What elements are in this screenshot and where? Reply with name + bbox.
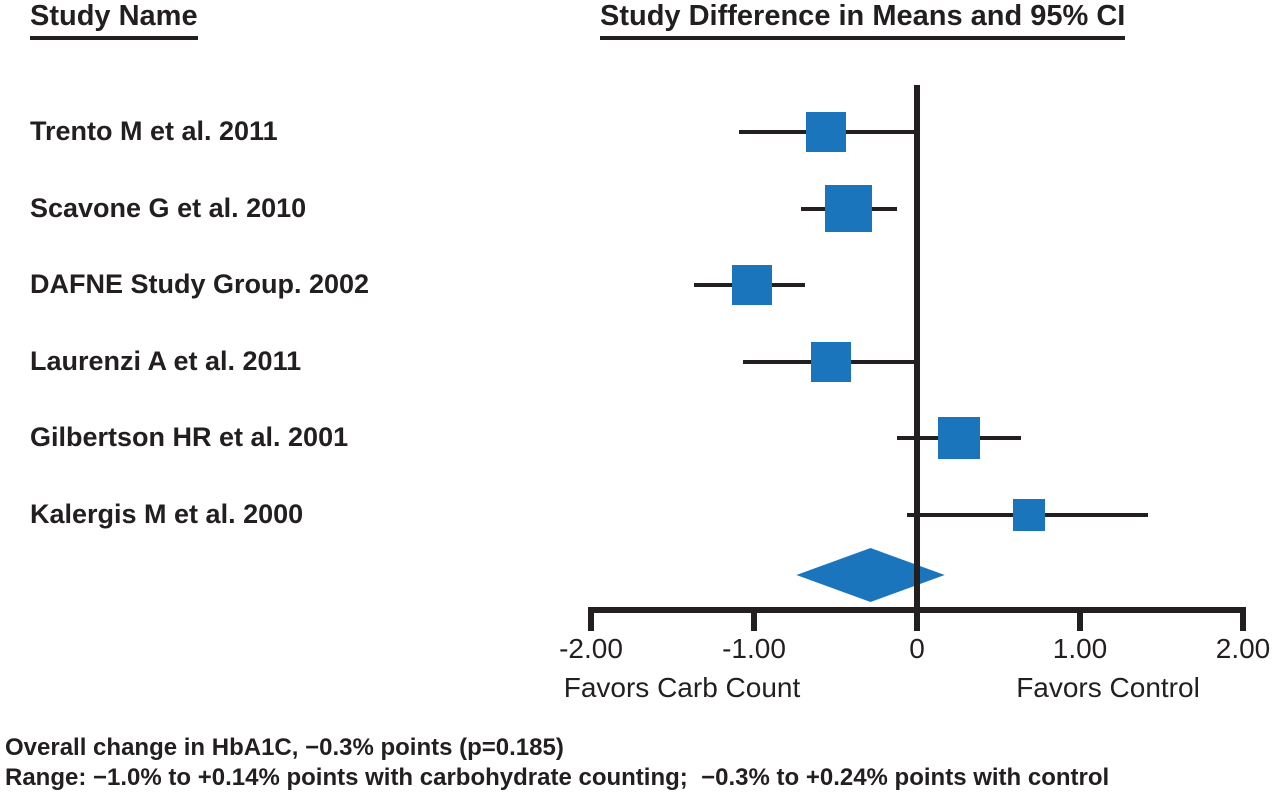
overall-change-footnote: Overall change in HbA1C, −0.3% points (p… [5,734,564,761]
x-axis-tick-label: -2.00 [559,633,623,664]
study-label: Kalergis M et al. 2000 [30,499,304,529]
effect-size-square [1013,499,1046,531]
x-axis-tick [914,607,920,631]
x-axis-tick-label: -1.00 [722,633,786,664]
effect-size-square [825,185,873,233]
zero-reference-line [914,85,920,613]
x-axis-tick [1240,607,1246,631]
study-label: Laurenzi A et al. 2011 [30,345,302,376]
x-axis-tick [751,607,757,631]
x-axis-tick-label: 1.00 [1052,633,1108,664]
study-label: DAFNE Study Group. 2002 [30,269,370,300]
x-axis-tick [588,607,594,631]
difference-in-means-column-title: Study Difference in Means and 95% CI [600,0,1126,40]
study-label: Gilbertson HR et al. 2001 [30,422,349,453]
study-name-column-title: Study Name [30,0,198,40]
x-axis-tick-label: 2.00 [1215,633,1271,664]
effect-size-square [732,265,773,306]
study-label: Scavone G et al. 2010 [30,192,307,223]
x-axis-tick [1077,607,1083,631]
favors-control-label: Favors Control [1016,672,1200,703]
range-footnote: Range: −1.0% to +0.14% points with carbo… [5,764,1110,791]
x-axis-tick-label: 0 [909,633,925,664]
effect-size-square [805,112,846,152]
effect-size-square [810,341,851,382]
favors-carb-count-label: Favors Carb Count [563,672,801,703]
study-label: Trento M et al. 2011 [30,116,278,146]
effect-size-square [938,417,981,460]
overall-effect-diamond [796,548,945,602]
